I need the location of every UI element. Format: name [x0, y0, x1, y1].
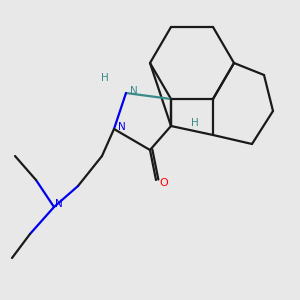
Text: H: H — [191, 118, 199, 128]
Text: O: O — [159, 178, 168, 188]
Text: H: H — [101, 73, 109, 83]
Text: N: N — [55, 199, 62, 209]
Text: N: N — [130, 86, 137, 97]
Text: N: N — [118, 122, 125, 133]
